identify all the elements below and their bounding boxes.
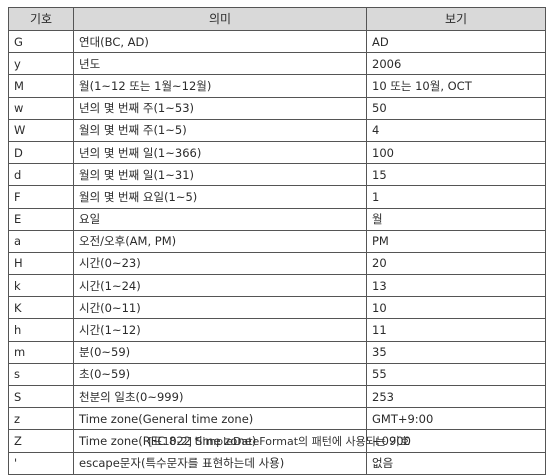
- meaning-cell: 분(0~59): [73, 340, 367, 364]
- symbol-cell: S: [8, 384, 74, 409]
- meaning-cell: 천분의 일초(0~999): [73, 384, 367, 409]
- example-cell: PM: [366, 229, 546, 253]
- symbol-cell: G: [8, 29, 74, 54]
- meaning-cell: 년도: [73, 52, 367, 76]
- table-row: a 오전/오후(AM, PM) PM: [8, 229, 546, 253]
- example-cell: GMT+9:00: [366, 407, 546, 431]
- symbol-cell: E: [8, 207, 74, 231]
- example-cell: 100: [366, 140, 546, 165]
- example-cell: 50: [366, 96, 546, 120]
- symbol-cell: d: [8, 163, 74, 187]
- example-cell: 11: [366, 318, 546, 342]
- symbol-cell: y: [8, 52, 74, 76]
- table-row: w 년의 몇 번째 주(1~53) 50: [8, 96, 546, 120]
- symbol-cell: h: [8, 318, 74, 342]
- header-meaning: 의미: [73, 7, 367, 31]
- symbol-cell: M: [8, 74, 74, 98]
- meaning-cell: Time zone(General time zone): [73, 407, 367, 431]
- meaning-cell: 요일: [73, 207, 367, 231]
- example-cell: 월: [366, 207, 546, 231]
- example-cell: 55: [366, 362, 546, 387]
- table-row: h 시간(1~12) 11: [8, 318, 546, 342]
- example-cell: 10: [366, 296, 546, 320]
- table-header-row: 기호 의미 보기: [8, 7, 546, 31]
- example-cell: 4: [366, 118, 546, 142]
- example-cell: 15: [366, 163, 546, 187]
- table-row: E 요일 월: [8, 207, 546, 231]
- meaning-cell: 월의 몇 번째 주(1~5): [73, 118, 367, 142]
- example-cell: 없음: [366, 451, 546, 475]
- table-row: k 시간(1~24) 13: [8, 274, 546, 298]
- table-row: S 천분의 일초(0~999) 253: [8, 384, 546, 409]
- meaning-cell: 년의 몇 번째 일(1~366): [73, 140, 367, 165]
- symbol-cell: D: [8, 140, 74, 165]
- meaning-cell: 초(0~59): [73, 362, 367, 387]
- table-row: m 분(0~59) 35: [8, 340, 546, 364]
- symbol-cell: W: [8, 118, 74, 142]
- symbol-cell: H: [8, 251, 74, 276]
- meaning-cell: 월의 몇 번째 일(1~31): [73, 163, 367, 187]
- example-cell: 253: [366, 384, 546, 409]
- header-example: 보기: [366, 7, 546, 31]
- example-cell: 20: [366, 251, 546, 276]
- format-table-container: 기호 의미 보기 G 연대(BC, AD) AD y 년도 2006 M 월(1~12 또는 …: [8, 7, 546, 475]
- format-pattern-table: 기호 의미 보기 G 연대(BC, AD) AD y 년도 2006 M 월(1~12 또는 …: [8, 7, 546, 475]
- symbol-cell: K: [8, 296, 74, 320]
- meaning-cell: 월(1~12 또는 1월~12월): [73, 74, 367, 98]
- meaning-cell: escape문자(특수문자를 표현하는데 사용): [73, 451, 367, 475]
- example-cell: AD: [366, 29, 546, 54]
- symbol-cell: a: [8, 229, 74, 253]
- header-symbol: 기호: [8, 7, 74, 31]
- meaning-cell: 시간(0~23): [73, 251, 367, 276]
- meaning-cell: 년의 몇 번째 주(1~53): [73, 96, 367, 120]
- table-body: G 연대(BC, AD) AD y 년도 2006 M 월(1~12 또는 1월~12월) 10…: [8, 29, 546, 475]
- table-row: d 월의 몇 번째 일(1~31) 15: [8, 163, 546, 187]
- table-caption: [표10-2] SimpleDateFormat의 패턴에 사용되는 기호: [148, 435, 410, 448]
- symbol-cell: F: [8, 185, 74, 209]
- meaning-cell: 시간(1~24): [73, 274, 367, 298]
- table-row: Z Time zone(RFC 822 time zone) +0900: [8, 429, 546, 453]
- symbol-cell: s: [8, 362, 74, 387]
- table-row: K 시간(0~11) 10: [8, 296, 546, 320]
- meaning-cell: 시간(1~12): [73, 318, 367, 342]
- symbol-cell: m: [8, 340, 74, 364]
- symbol-cell: k: [8, 274, 74, 298]
- symbol-cell: z: [8, 407, 74, 431]
- example-cell: 1: [366, 185, 546, 209]
- meaning-cell: 시간(0~11): [73, 296, 367, 320]
- meaning-cell: 월의 몇 번째 요일(1~5): [73, 185, 367, 209]
- table-row: z Time zone(General time zone) GMT+9:00: [8, 407, 546, 431]
- example-cell: 10 또는 10월, OCT: [366, 74, 546, 98]
- table-row: W 월의 몇 번째 주(1~5) 4: [8, 118, 546, 142]
- meaning-cell: 연대(BC, AD): [73, 29, 367, 54]
- symbol-cell: w: [8, 96, 74, 120]
- symbol-cell: ': [8, 451, 74, 475]
- example-cell: 2006: [366, 52, 546, 76]
- table-row: ' escape문자(특수문자를 표현하는데 사용) 없음: [8, 451, 546, 475]
- table-row: F 월의 몇 번째 요일(1~5) 1: [8, 185, 546, 209]
- example-cell: 13: [366, 274, 546, 298]
- table-row: y 년도 2006: [8, 52, 546, 76]
- meaning-cell: 오전/오후(AM, PM): [73, 229, 367, 253]
- table-row: D 년의 몇 번째 일(1~366) 100: [8, 140, 546, 165]
- example-cell: 35: [366, 340, 546, 364]
- table-row: s 초(0~59) 55: [8, 362, 546, 387]
- table-row: G 연대(BC, AD) AD: [8, 29, 546, 54]
- table-row: H 시간(0~23) 20: [8, 251, 546, 276]
- table-row: M 월(1~12 또는 1월~12월) 10 또는 10월, OCT: [8, 74, 546, 98]
